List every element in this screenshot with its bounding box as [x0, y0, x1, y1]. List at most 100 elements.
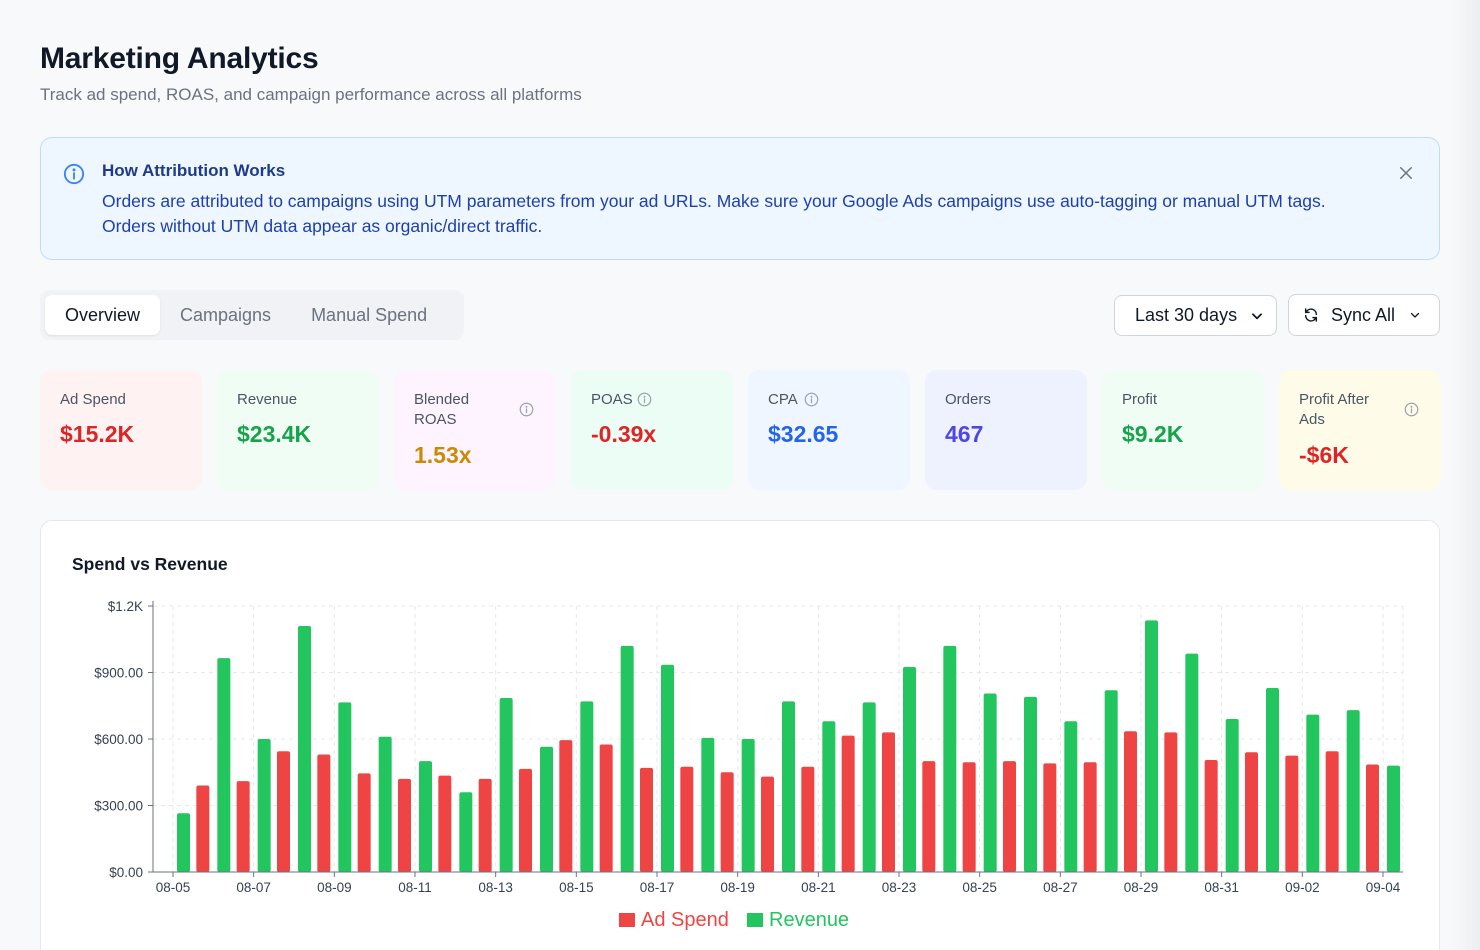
kpi-label: Orders [945, 391, 991, 408]
x-tick-label: 08-09 [317, 880, 352, 895]
revenue-bar [1104, 690, 1118, 872]
revenue-bar [822, 721, 836, 872]
x-tick-label: 08-31 [1204, 880, 1239, 895]
x-tick-label: 08-27 [1043, 880, 1078, 895]
kpi-label: CPA [768, 391, 798, 408]
ad-spend-bar [236, 781, 250, 872]
y-tick-label: $900.00 [94, 666, 143, 681]
x-tick-label: 08-05 [156, 880, 191, 895]
kpi-card-orders: Orders 467 [925, 370, 1087, 490]
revenue-bar [378, 736, 392, 872]
legend-label: Ad Spend [641, 909, 729, 931]
ad-spend-bar [922, 761, 936, 872]
y-tick-label: $1.2K [108, 599, 143, 614]
kpi-value: -0.39x [591, 421, 657, 447]
kpi-row: Ad Spend $15.2K Revenue $23.4K Blended R… [40, 370, 1441, 490]
ad-spend-bar [841, 735, 855, 872]
attribution-info-banner: How Attribution Works Orders are attribu… [40, 137, 1440, 260]
sync-all-label: Sync All [1331, 304, 1396, 325]
date-range-select[interactable]: Last 30 days [1114, 295, 1277, 336]
revenue-bar [1185, 653, 1199, 872]
revenue-bar [903, 666, 916, 872]
kpi-value: $15.2K [60, 421, 135, 447]
x-tick-label: 09-02 [1285, 880, 1320, 895]
kpi-label: Profit [1122, 391, 1158, 408]
ad-spend-bar [1043, 763, 1057, 872]
info-icon[interactable] [804, 392, 819, 407]
kpi-label: Revenue [237, 391, 298, 408]
ad-spend-bar [277, 751, 290, 872]
info-icon[interactable] [1404, 402, 1419, 417]
info-icon[interactable] [637, 392, 652, 407]
x-tick-label: 08-25 [962, 880, 997, 895]
ad-spend-bar [1083, 762, 1097, 872]
kpi-value: 1.53x [414, 442, 472, 468]
view-tabs: Overview Campaigns Manual Spend [40, 290, 464, 340]
ad-spend-bar [196, 785, 210, 872]
kpi-label: Profit After Ads [1299, 391, 1370, 428]
kpi-value: $9.2K [1122, 421, 1184, 447]
ad-spend-bar [398, 778, 411, 872]
chart-title: Spend vs Revenue [72, 554, 228, 574]
revenue-bar [741, 739, 755, 872]
x-tick-label: 08-07 [236, 880, 271, 895]
revenue-bar [1024, 696, 1037, 872]
ad-spend-bar [519, 768, 532, 872]
ad-spend-bar [801, 766, 815, 872]
kpi-label: Ad Spend [60, 391, 126, 408]
sync-all-button[interactable]: Sync All [1288, 294, 1440, 336]
kpi-value: $32.65 [768, 421, 839, 447]
x-tick-label: 08-11 [398, 880, 432, 895]
revenue-bar [620, 645, 634, 872]
x-tick-label: 09-04 [1366, 880, 1401, 895]
kpi-value: $23.4K [237, 421, 312, 447]
spend-vs-revenue-card: Spend vs Revenue $0.00 $300.00 $600.00 $900… [40, 520, 1440, 950]
banner-title: How Attribution Works [102, 161, 286, 180]
x-tick-label: 08-17 [640, 880, 675, 895]
ad-spend-bar [1245, 752, 1258, 872]
revenue-bar [1306, 714, 1320, 872]
kpi-card-ad-spend: Ad Spend $15.2K [40, 370, 202, 490]
kpi-card-cpa: CPA $32.65 [748, 370, 910, 490]
ad-spend-bar [1204, 760, 1218, 872]
page-title: Marketing Analytics [40, 42, 319, 75]
info-icon [63, 163, 85, 185]
info-icon[interactable] [519, 402, 534, 417]
kpi-card-blended-roas: Blended ROAS 1.53x [394, 370, 556, 490]
ad-spend-bar [478, 778, 492, 872]
chevron-down-icon [1410, 312, 1420, 318]
tab-manual-spend[interactable]: Manual Spend [311, 304, 428, 325]
ad-spend-bar [1124, 731, 1137, 872]
scrollbar-track [1450, 0, 1480, 950]
ad-spend-bar [1366, 764, 1379, 872]
page-subtitle: Track ad spend, ROAS, and campaign perfo… [40, 85, 582, 104]
tab-campaigns[interactable]: Campaigns [180, 304, 272, 325]
x-tick-label: 08-21 [801, 880, 836, 895]
ad-spend-bar [962, 762, 976, 872]
revenue-bar [1225, 719, 1239, 872]
revenue-bar [661, 664, 674, 872]
ad-spend-bar [559, 740, 573, 872]
revenue-bar [701, 737, 715, 872]
revenue-bar [338, 702, 352, 872]
close-icon[interactable] [1397, 164, 1415, 182]
ad-spend-bar [438, 775, 452, 872]
revenue-bar [499, 697, 513, 872]
revenue-bar [943, 645, 957, 872]
revenue-bar [1387, 765, 1400, 872]
tab-overview[interactable]: Overview [45, 295, 161, 335]
kpi-card-poas: POAS -0.39x [571, 370, 733, 490]
revenue-bar [1145, 620, 1158, 872]
kpi-value: -$6K [1299, 442, 1349, 468]
revenue-bar [257, 739, 271, 872]
kpi-value: 467 [945, 421, 984, 447]
revenue-bar [298, 625, 311, 872]
ad-spend-bar [1003, 761, 1016, 872]
ad-spend-bar [599, 744, 613, 872]
ad-spend-bar [882, 732, 895, 872]
revenue-bar [459, 792, 473, 872]
legend-swatch [747, 913, 763, 927]
ad-spend-bar [640, 767, 653, 872]
kpi-label: Blended ROAS [414, 391, 470, 428]
kpi-card-revenue: Revenue $23.4K [217, 370, 379, 490]
